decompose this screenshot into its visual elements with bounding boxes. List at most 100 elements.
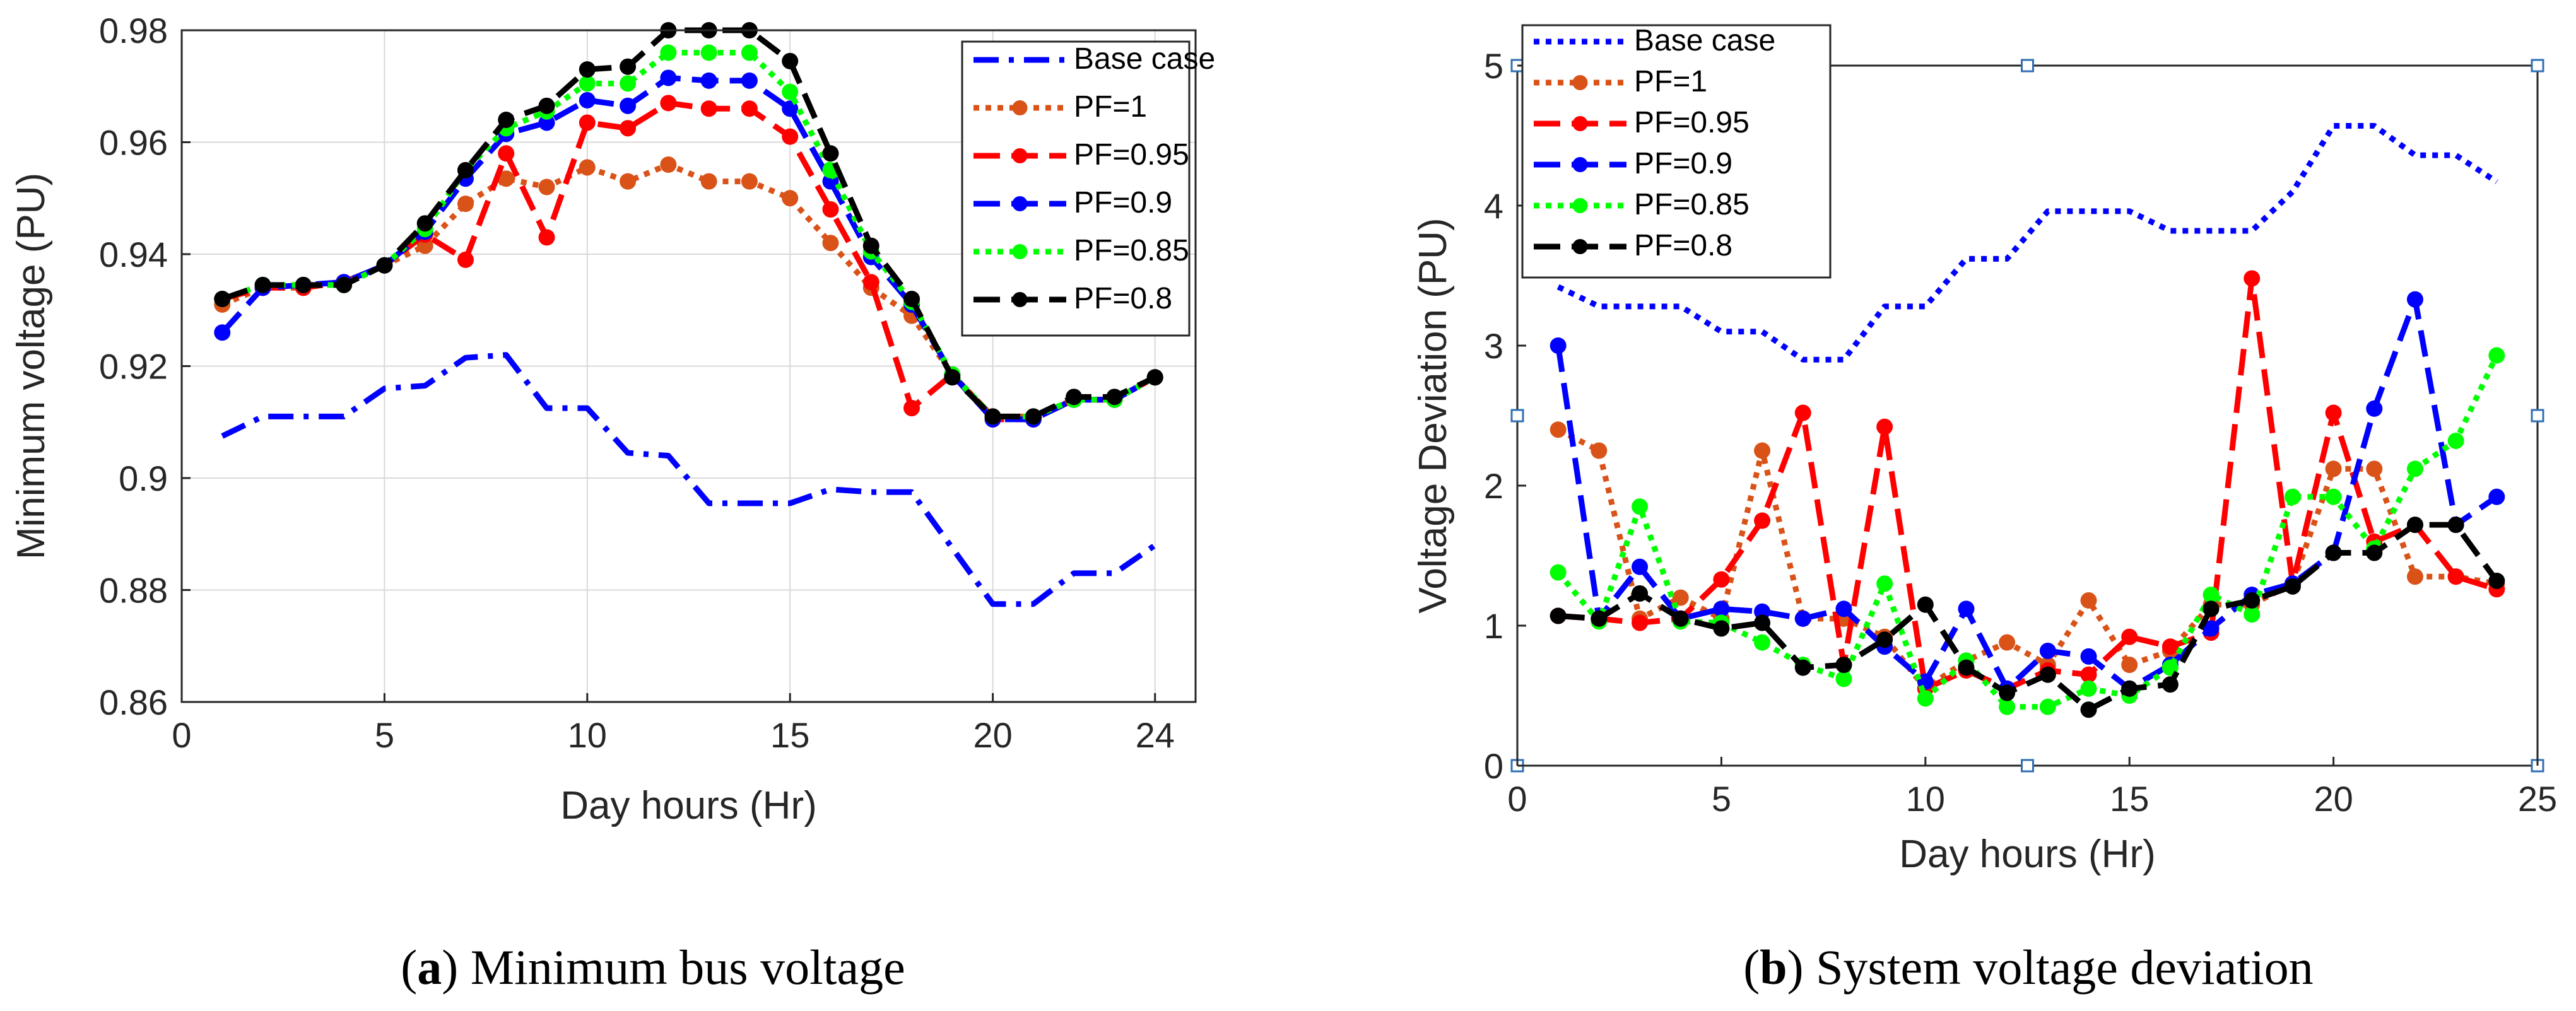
chart-a-point-pf-0-8 — [984, 408, 1001, 425]
chart-a-legend-label: PF=0.8 — [1074, 282, 1172, 315]
chart-b-point-pf-0-95 — [1876, 418, 1893, 435]
chart-a-x-tick-label: 5 — [375, 715, 394, 755]
chart-b-point-pf-0-8 — [2447, 517, 2464, 534]
chart-b-legend-marker — [1572, 116, 1588, 131]
chart-b-caption-letter: b — [1760, 940, 1787, 995]
chart-b-point-pf-0-9 — [2406, 291, 2423, 308]
chart-b-point-pf-0-8 — [2244, 592, 2261, 609]
chart-a-point-pf-0-8 — [336, 276, 353, 293]
chart-a-point-pf-0-9 — [214, 324, 231, 341]
chart-b-resize-handle[interactable] — [2021, 59, 2034, 73]
chart-b-point-pf-0-8 — [2284, 578, 2301, 595]
chart-a-point-pf-0-95 — [700, 100, 717, 117]
chart-a-legend-marker — [1012, 244, 1028, 259]
chart-a-point-pf-0-8 — [295, 276, 312, 293]
chart-b-point-pf-0-95 — [2244, 270, 2261, 287]
chart-b-point-pf-0-8 — [2039, 666, 2056, 683]
chart-b-point-pf-0-8 — [1713, 620, 1730, 637]
chart-a-legend-marker — [1012, 292, 1028, 307]
chart-b-point-pf-1 — [1999, 634, 2016, 651]
chart-a-point-pf-0-8 — [376, 257, 393, 274]
chart-a-point-pf-0-8 — [416, 215, 433, 232]
chart-b-resize-handle[interactable] — [2021, 759, 2034, 773]
chart-a-y-tick-label: 0.88 — [99, 571, 168, 611]
chart-a-x-tick-label: 10 — [568, 715, 607, 755]
chart-b-x-tick-label: 25 — [2518, 779, 2557, 819]
chart-b-x-tick-label: 0 — [1507, 779, 1527, 819]
chart-b-y-tick-label: 2 — [1484, 466, 1503, 506]
chart-b-point-pf-0-9 — [1754, 603, 1771, 620]
chart-b-legend-box — [1521, 24, 1832, 279]
chart-b-legend-label: PF=0.9 — [1634, 147, 1732, 180]
chart-a-legend-label: Base case — [1074, 42, 1215, 76]
chart-a-point-pf-0-8 — [944, 369, 961, 386]
chart-b-point-pf-0-9 — [2366, 400, 2383, 417]
chart-b-point-pf-0-85 — [1550, 564, 1567, 581]
chart-a-y-tick-label: 0.9 — [119, 459, 168, 498]
chart-b-point-pf-0-8 — [1550, 607, 1567, 624]
chart-a-point-pf-0-8 — [457, 161, 474, 178]
chart-a-point-pf-0-95 — [579, 114, 596, 131]
chart-b-legend-label: PF=0.95 — [1634, 106, 1750, 139]
chart-b-point-pf-0-85 — [2080, 680, 2097, 697]
chart-b-point-pf-0-8 — [1958, 659, 1975, 676]
chart-a-legend-marker — [1012, 100, 1028, 115]
chart-b-point-pf-0-8 — [2406, 517, 2423, 534]
chart-b-resize-handle[interactable] — [1510, 409, 1524, 423]
chart-b-point-pf-0-85 — [1917, 690, 1934, 707]
chart-b-point-pf-0-8 — [2488, 572, 2505, 589]
chart-b-caption-prefix: ( — [1743, 940, 1760, 995]
chart-b-point-pf-0-85 — [1876, 575, 1893, 592]
chart-a-point-pf-0-8 — [822, 145, 839, 162]
chart-b-point-pf-0-8 — [2080, 701, 2097, 718]
chart-b-point-pf-0-85 — [2406, 460, 2423, 477]
chart-b-y-tick-label: 3 — [1484, 326, 1503, 366]
chart-a-point-pf-0-95 — [741, 100, 758, 117]
chart-a-point-pf-0-9 — [620, 97, 637, 114]
chart-b-point-pf-0-8 — [2325, 544, 2342, 561]
chart-b-point-pf-0-85 — [1999, 698, 2016, 715]
chart-b-point-pf-0-9 — [2488, 488, 2505, 505]
chart-b-y-tick-label: 1 — [1484, 606, 1503, 646]
chart-a-point-pf-0-8 — [579, 61, 596, 78]
chart-a-point-pf-1 — [660, 156, 677, 173]
chart-b-point-pf-0-95 — [2325, 404, 2342, 421]
chart-b-x-axis-label: Day hours (Hr) — [1899, 833, 2156, 876]
chart-b-point-pf-0-8 — [2203, 600, 2220, 617]
chart-a-point-pf-0-85 — [660, 44, 677, 61]
chart-b-point-pf-0-8 — [1876, 631, 1893, 648]
chart-b-legend-marker — [1572, 198, 1588, 213]
chart-b-legend-marker — [1572, 239, 1588, 254]
chart-a-point-pf-0-95 — [782, 128, 799, 145]
chart-b-point-pf-0-95 — [2080, 666, 2097, 683]
chart-a-y-axis-label: Minimum voltage (PU) — [9, 173, 53, 559]
chart-a-caption: (a) Minimum bus voltage — [401, 940, 905, 995]
chart-a-point-pf-0-85 — [579, 75, 596, 92]
chart-b-point-pf-1 — [2121, 657, 2138, 674]
chart-a-point-pf-1 — [620, 173, 637, 190]
chart-b-point-pf-0-95 — [2161, 638, 2179, 655]
chart-a-y-tick-label: 0.94 — [99, 235, 168, 274]
chart-a-point-pf-0-9 — [579, 91, 596, 108]
chart-b-point-pf-1 — [1672, 589, 1689, 606]
chart-b-point-pf-0-8 — [1591, 610, 1608, 627]
chart-b-series — [1550, 122, 2505, 718]
chart-a-series — [214, 22, 1163, 607]
chart-b-resize-handle[interactable] — [2531, 409, 2544, 423]
chart-a-point-pf-0-95 — [457, 251, 474, 268]
chart-a-x-tick-label: 24 — [1136, 715, 1175, 755]
chart-b-point-pf-1 — [1754, 442, 1771, 459]
chart-a-point-pf-1 — [700, 173, 717, 190]
chart-a-caption-prefix: ( — [401, 940, 417, 995]
chart-b-point-pf-0-85 — [2039, 698, 2056, 715]
chart-b-point-pf-0-95 — [1754, 512, 1771, 529]
chart-b-point-pf-0-9 — [1713, 600, 1730, 617]
chart-b-legend-marker — [1572, 75, 1588, 90]
chart-a-point-pf-0-9 — [741, 72, 758, 89]
chart-b-resize-handle[interactable] — [2531, 59, 2544, 73]
chart-b-point-pf-0-85 — [2284, 488, 2301, 505]
chart-b-point-pf-0-8 — [1632, 585, 1649, 602]
chart-a-point-pf-0-85 — [700, 44, 717, 61]
chart-b-point-pf-0-8 — [2121, 680, 2138, 697]
